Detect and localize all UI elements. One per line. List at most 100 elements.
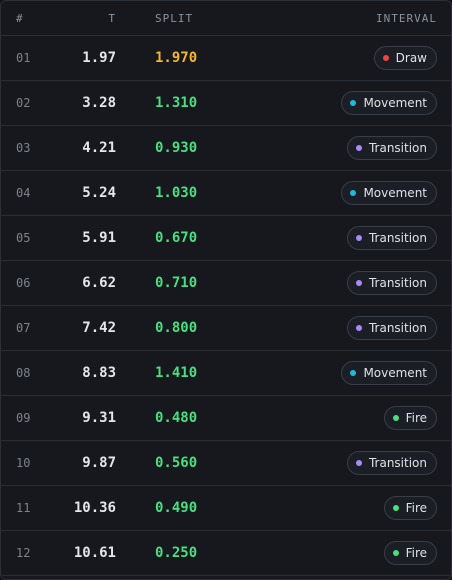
interval-pill: Fire <box>383 406 437 430</box>
interval-dot <box>355 145 362 151</box>
time-value: 7.42 <box>82 320 116 336</box>
interval-label: Transition <box>368 321 427 335</box>
table-row: 10 9.87 0.560 Transition <box>1 441 451 486</box>
interval-label: Draw <box>395 51 427 65</box>
interval-cell: Transition <box>346 306 437 350</box>
interval-pill: Transition <box>346 451 437 475</box>
table-row: 08 8.83 1.410 Movement <box>1 351 451 396</box>
interval-dot <box>382 55 389 61</box>
interval-pill: Fire <box>383 496 437 520</box>
interval-cell: Draw <box>373 36 437 80</box>
interval-cell: Movement <box>341 171 437 215</box>
interval-cell: Movement <box>341 81 437 125</box>
time-value: 9.31 <box>82 410 116 426</box>
row-index: 04 <box>16 186 31 200</box>
interval-pill: Movement <box>341 181 437 205</box>
interval-pill: Transition <box>346 226 437 250</box>
time-value: 1.97 <box>82 50 116 66</box>
split-value: 0.710 <box>155 275 198 291</box>
time-value: 10.61 <box>73 545 116 561</box>
interval-dot <box>392 415 399 421</box>
interval-dot <box>392 550 399 556</box>
interval-cell: Transition <box>346 126 437 170</box>
interval-pill: Movement <box>341 361 437 385</box>
split-value: 0.930 <box>155 140 198 156</box>
interval-pill: Transition <box>346 316 437 340</box>
interval-cell: Transition <box>346 441 437 485</box>
time-value: 6.62 <box>82 275 116 291</box>
interval-pill: Fire <box>383 541 437 565</box>
interval-label: Movement <box>363 186 427 200</box>
split-value: 1.310 <box>155 95 198 111</box>
interval-label: Transition <box>368 231 427 245</box>
interval-pill: Movement <box>341 91 437 115</box>
table-row: 11 10.36 0.490 Fire <box>1 486 451 531</box>
row-index: 10 <box>16 456 31 470</box>
header-row: # T SPLIT INTERVAL <box>1 1 451 36</box>
interval-cell: Fire <box>383 531 437 575</box>
interval-label: Movement <box>363 96 427 110</box>
interval-dot <box>355 460 362 466</box>
row-index: 02 <box>16 96 31 110</box>
time-value: 5.24 <box>82 185 116 201</box>
split-value: 0.250 <box>155 545 198 561</box>
interval-cell: Transition <box>346 216 437 260</box>
split-value: 0.480 <box>155 410 198 426</box>
interval-cell: Movement <box>341 351 437 395</box>
header-cell: INTERVAL <box>376 11 437 25</box>
split-value: 0.490 <box>155 500 198 516</box>
interval-dot <box>350 370 357 376</box>
split-value: 0.800 <box>155 320 198 336</box>
interval-dot <box>350 100 357 106</box>
time-value: 10.36 <box>73 500 116 516</box>
split-value: 1.030 <box>155 185 198 201</box>
table-row: 02 3.28 1.310 Movement <box>1 81 451 126</box>
row-index: 03 <box>16 141 31 155</box>
header-cell: SPLIT <box>155 11 194 25</box>
row-index: 07 <box>16 321 31 335</box>
interval-cell: Transition <box>346 261 437 305</box>
interval-pill: Transition <box>346 271 437 295</box>
interval-dot <box>355 235 362 241</box>
row-index: 12 <box>16 546 31 560</box>
time-value: 5.91 <box>82 230 116 246</box>
header-cell: # <box>16 11 24 25</box>
split-value: 1.410 <box>155 365 198 381</box>
row-index: 05 <box>16 231 31 245</box>
table-row: 06 6.62 0.710 Transition <box>1 261 451 306</box>
row-index: 08 <box>16 366 31 380</box>
table-row: 03 4.21 0.930 Transition <box>1 126 451 171</box>
interval-pill: Transition <box>346 136 437 160</box>
interval-pill: Draw <box>373 46 437 70</box>
interval-label: Fire <box>405 501 427 515</box>
interval-cell: Fire <box>383 396 437 440</box>
split-value: 0.560 <box>155 455 198 471</box>
interval-dot <box>355 280 362 286</box>
table-row: 07 7.42 0.800 Transition <box>1 306 451 351</box>
table-row: 09 9.31 0.480 Fire <box>1 396 451 441</box>
row-index: 09 <box>16 411 31 425</box>
interval-label: Transition <box>368 276 427 290</box>
table-row: 12 10.61 0.250 Fire <box>1 531 451 576</box>
interval-label: Fire <box>405 411 427 425</box>
time-value: 8.83 <box>82 365 116 381</box>
interval-dot <box>350 190 357 196</box>
interval-label: Fire <box>405 546 427 560</box>
interval-label: Transition <box>368 456 427 470</box>
interval-label: Movement <box>363 366 427 380</box>
row-index: 11 <box>16 501 31 515</box>
header-cell: T <box>108 11 116 25</box>
interval-dot <box>355 325 362 331</box>
interval-dot <box>392 505 399 511</box>
interval-label: Transition <box>368 141 427 155</box>
time-value: 4.21 <box>82 140 116 156</box>
time-value: 3.28 <box>82 95 116 111</box>
table-row: 04 5.24 1.030 Movement <box>1 171 451 216</box>
table-row: 05 5.91 0.670 Transition <box>1 216 451 261</box>
split-value: 1.970 <box>155 50 198 66</box>
interval-cell: Fire <box>383 486 437 530</box>
split-value: 0.670 <box>155 230 198 246</box>
row-index: 06 <box>16 276 31 290</box>
